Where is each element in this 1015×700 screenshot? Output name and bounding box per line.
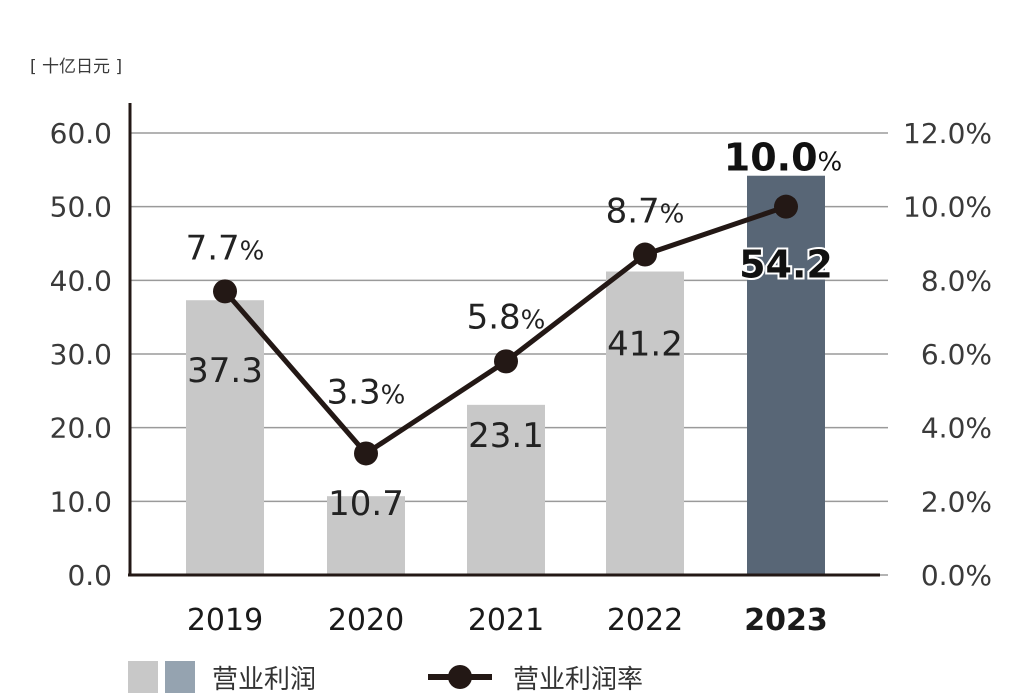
right-tick-label: 6.0% [921,338,992,371]
rate-marker [354,441,378,466]
bar-value-label: 10.7 [328,484,404,524]
left-tick-label: 40.0 [50,264,112,297]
bar-value-label: 41.2 [607,324,683,364]
rate-marker [633,242,657,267]
bar-value-label: 37.3 [187,351,263,391]
rate-marker [774,194,798,219]
bar-value-label: 23.1 [468,416,544,456]
bar-2020 [327,496,405,575]
left-tick-label: 20.0 [50,412,112,445]
category-label: 2023 [744,603,828,638]
bar-2021 [467,404,545,575]
rate-label: 10.0% [724,136,842,180]
unit-label: [ 十亿日元 ] [30,57,122,77]
bar-2023 [747,175,825,575]
legend-label-line: 营业利润率 [513,665,643,695]
category-labels: 2019 2020 2021 2022 2023 [187,603,828,638]
left-tick-label: 0.0 [67,559,112,592]
left-tick-label: 60.0 [50,117,112,150]
right-tick-label: 8.0% [921,264,992,297]
rate-label-unit: % [240,236,265,266]
rate-marker [494,349,518,374]
rate-label: 3.3% [327,372,406,412]
rate-label-unit: % [381,380,406,410]
left-axis-ticks: 0.0 10.0 20.0 30.0 40.0 50.0 60.0 [50,117,112,592]
right-tick-label: 4.0% [921,412,992,445]
rate-label-unit: % [660,200,685,230]
right-tick-label: 10.0% [903,191,992,224]
right-axis-ticks: 0.0% 2.0% 4.0% 6.0% 8.0% 10.0% 12.0% [903,117,992,592]
bars [186,175,825,575]
legend-label-bar: 营业利润 [212,665,316,695]
category-label: 2020 [328,603,404,638]
bar-2019 [186,300,264,575]
left-tick-label: 30.0 [50,338,112,371]
legend-swatch-bar [128,661,158,693]
axes [128,103,880,577]
rate-label-unit: % [521,305,546,335]
rate-label-unit: % [818,148,843,178]
left-tick-label: 10.0 [50,485,112,518]
rate-marker [213,279,237,304]
legend-swatch-bar-highlight [165,661,195,693]
category-label: 2022 [607,603,683,638]
bar-2022 [606,271,684,575]
right-tick-label: 2.0% [921,485,992,518]
legend-line-marker [448,665,472,689]
category-label: 2019 [187,603,263,638]
right-tick-label: 12.0% [903,117,992,150]
right-tick-label: 0.0% [921,559,992,592]
legend: 营业利润 营业利润率 [128,661,643,695]
bar-value-label: 54.2 [739,243,833,287]
rate-label: 8.7% [606,192,685,232]
bar-value-labels: 37.3 10.7 23.1 41.2 54.2 [187,241,835,524]
left-tick-label: 50.0 [50,191,112,224]
rate-label: 5.8% [467,297,546,337]
category-label: 2021 [468,603,544,638]
rate-line [213,194,798,466]
rate-label: 7.7% [186,228,265,268]
